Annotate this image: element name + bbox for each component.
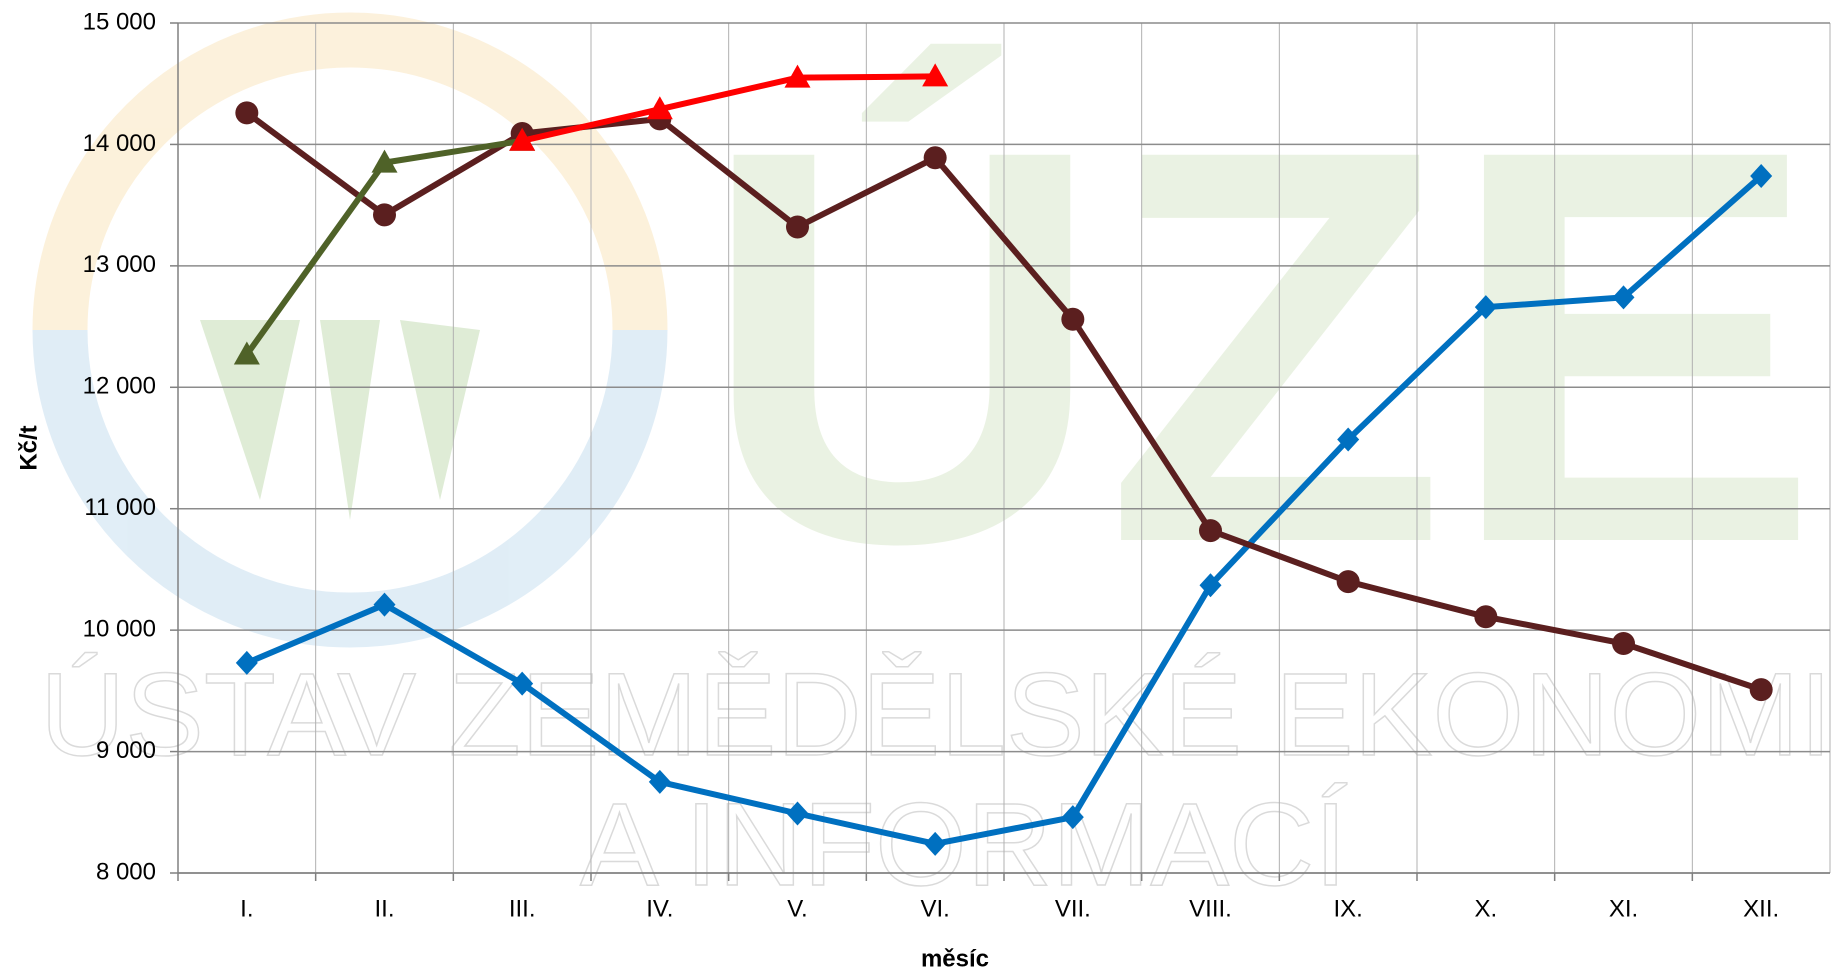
point <box>1337 570 1360 593</box>
x-axis-title: měsíc <box>921 945 989 972</box>
x-tick-label: XII. <box>1743 895 1779 922</box>
y-tick-label: 12 000 <box>83 373 156 400</box>
point <box>1199 519 1222 542</box>
x-tick-label: II. <box>374 895 394 922</box>
point <box>235 101 258 124</box>
x-tick-label: III. <box>509 895 536 922</box>
point <box>1750 678 1773 701</box>
point <box>924 146 947 169</box>
x-tick-label: IX. <box>1333 895 1362 922</box>
x-tick-label: V. <box>787 895 807 922</box>
point <box>1612 632 1635 655</box>
point <box>1061 308 1084 331</box>
point <box>1474 605 1497 628</box>
x-tick-label: VII. <box>1055 895 1091 922</box>
x-tick-label: IV. <box>646 895 673 922</box>
chart: ÚZEI ÚSTAV ZEMĚDĚLSKÉ EKONOMIKY A INFORM… <box>0 0 1832 975</box>
x-tick-label: I. <box>240 895 253 922</box>
x-tick-label: VIII. <box>1189 895 1232 922</box>
x-tick-label: VI. <box>920 895 949 922</box>
y-tick-label: 14 000 <box>83 130 156 157</box>
y-axis-title: Kč/t <box>15 425 42 470</box>
point <box>373 203 396 226</box>
y-tick-label: 13 000 <box>83 251 156 278</box>
point <box>786 216 809 239</box>
x-tick-label: XI. <box>1609 895 1638 922</box>
y-tick-label: 9 000 <box>96 737 156 764</box>
y-tick-label: 8 000 <box>96 858 156 885</box>
y-tick-label: 10 000 <box>83 615 156 642</box>
watermark-line: A INFORMACÍ <box>580 779 1347 911</box>
x-tick-label: X. <box>1474 895 1497 922</box>
y-tick-label: 15 000 <box>83 8 156 35</box>
watermark-logo <box>60 40 640 620</box>
y-tick-label: 11 000 <box>84 494 156 521</box>
watermark-line: ÚSTAV ZEMĚDĚLSKÉ EKONOMIKY <box>40 649 1832 781</box>
watermark-logo-text: ÚZEI <box>700 33 1832 659</box>
